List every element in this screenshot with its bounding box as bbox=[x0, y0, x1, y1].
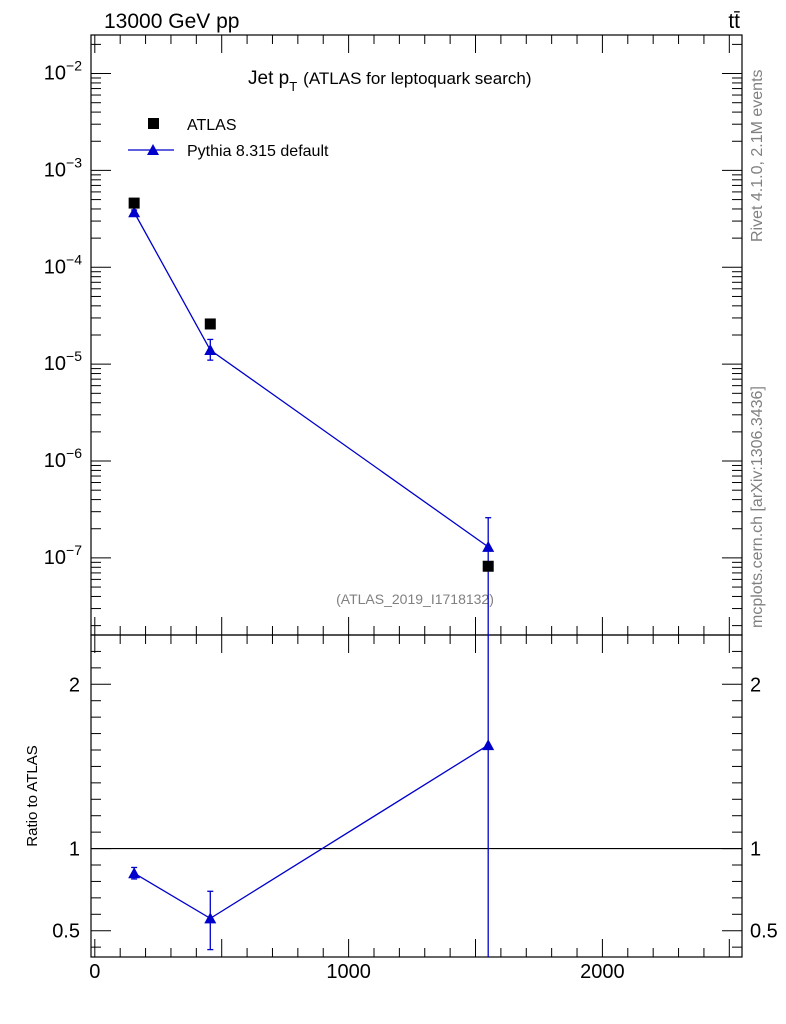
ratio-y-tick-label-right: 1 bbox=[750, 839, 761, 861]
ratio-panel-frame bbox=[90, 634, 743, 958]
x-tick-label: 0 bbox=[89, 961, 100, 983]
pythia-point bbox=[128, 206, 141, 218]
process-label: tt̄ bbox=[728, 10, 740, 33]
main-data bbox=[128, 197, 495, 635]
pythia-point bbox=[482, 540, 495, 552]
atlas-point bbox=[204, 318, 216, 330]
atlas-point bbox=[128, 197, 140, 209]
chart-title-main: Jet p bbox=[248, 68, 289, 89]
atlas-point bbox=[482, 560, 494, 572]
ratio-point bbox=[204, 912, 217, 924]
legend-pythia-marker bbox=[147, 144, 159, 155]
ratio-y-tick-label-left: 0.5 bbox=[52, 921, 80, 943]
source-label: mcplots.cern.ch [arXiv:1306.3436] bbox=[749, 386, 766, 628]
legend-atlas-marker bbox=[148, 118, 159, 129]
y-tick-label: 10−6 bbox=[44, 445, 82, 472]
x-tick-label: 1000 bbox=[326, 961, 371, 983]
analysis-label: (ATLAS_2019_I1718132) bbox=[336, 591, 494, 607]
ratio-data bbox=[128, 635, 495, 957]
chart-title-subscript: T bbox=[289, 79, 297, 94]
chart-title: Jet pT (ATLAS for leptoquark search) bbox=[248, 68, 532, 94]
y-tick-label: 10−3 bbox=[44, 154, 82, 181]
ratio-point bbox=[482, 739, 495, 751]
y-tick-label: 10−7 bbox=[44, 542, 82, 569]
pythia-series-line bbox=[133, 211, 489, 548]
main-axes: 10−2 10−3 10−4 10−5 10−6 10−7 bbox=[44, 35, 742, 635]
ratio-point bbox=[128, 867, 141, 879]
y-tick-label: 10−2 bbox=[44, 58, 82, 85]
y-tick-label: 10−5 bbox=[44, 348, 82, 375]
pythia-point bbox=[204, 344, 217, 356]
ratio-series-line bbox=[133, 744, 489, 920]
legend-atlas-label: ATLAS bbox=[187, 117, 237, 134]
ratio-y-tick-label-right: 2 bbox=[750, 674, 761, 696]
energy-label: 13000 GeV pp bbox=[104, 10, 239, 33]
x-tick-label: 2000 bbox=[580, 961, 625, 983]
chart-title-suffix: (ATLAS for leptoquark search) bbox=[303, 69, 531, 88]
rivet-version-label: Rivet 4.1.0, 2.1M events bbox=[749, 69, 766, 242]
legend-pythia-label: Pythia 8.315 default bbox=[187, 143, 329, 160]
ratio-y-tick-label-left: 1 bbox=[69, 839, 80, 861]
ratio-y-tick-label-right: 0.5 bbox=[750, 921, 778, 943]
ratio-y-tick-label-left: 2 bbox=[69, 674, 80, 696]
legend: ATLAS Pythia 8.315 default bbox=[128, 117, 329, 160]
y-tick-label: 10−4 bbox=[44, 251, 82, 278]
ratio-axes: 0.5 0.5 1 1 2 2 0 1000 2000 bbox=[52, 635, 778, 983]
ratio-axis-label: Ratio to ATLAS bbox=[24, 745, 41, 846]
